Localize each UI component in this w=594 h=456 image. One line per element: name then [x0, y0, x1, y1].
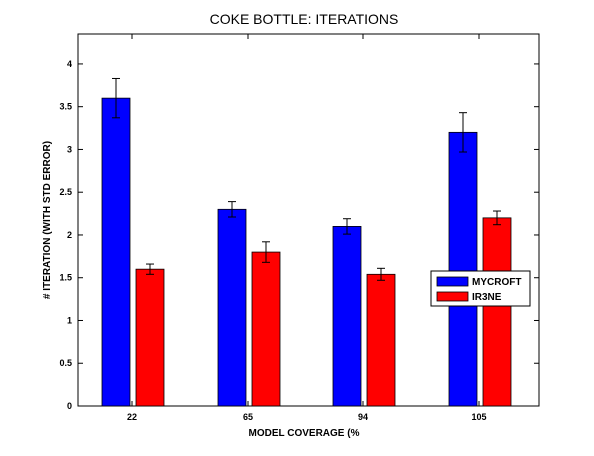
x-tick-label: 22 [127, 412, 137, 422]
legend-swatch-mycroft [437, 277, 468, 286]
y-tick-label: 3 [67, 144, 72, 154]
x-axis-label: MODEL COVERAGE (% [249, 428, 360, 439]
y-tick-label: 0 [67, 401, 72, 411]
y-tick-label: 2 [67, 230, 72, 240]
legend-label-ir3ne: IR3NE [472, 292, 502, 303]
y-tick-label: 1 [67, 315, 72, 325]
bar-mycroft-94 [333, 226, 361, 406]
bar-ir3ne-65 [252, 252, 280, 406]
y-tick-label: 4 [67, 59, 72, 69]
legend-label-mycroft: MYCROFT [472, 277, 521, 288]
y-tick-label: 0.5 [59, 358, 72, 368]
y-tick-label: 3.5 [59, 102, 72, 112]
bar-mycroft-65 [218, 209, 246, 406]
x-tick-label: 105 [471, 412, 486, 422]
y-tick-label: 2.5 [59, 187, 72, 197]
bar-mycroft-105 [449, 132, 477, 406]
y-axis-label: # ITERATION (WITH STD ERROR) [42, 141, 53, 299]
x-tick-label: 94 [358, 412, 368, 422]
y-tick-label: 1.5 [59, 273, 72, 283]
legend: MYCROFT IR3NE [431, 271, 530, 306]
legend-swatch-ir3ne [437, 292, 468, 301]
chart-title: COKE BOTTLE: ITERATIONS [210, 11, 399, 27]
bar-ir3ne-105 [483, 218, 511, 406]
bar-ir3ne-94 [367, 274, 395, 406]
bar-ir3ne-22 [136, 269, 164, 406]
x-tick-label: 65 [243, 412, 253, 422]
bar-mycroft-22 [102, 98, 130, 406]
